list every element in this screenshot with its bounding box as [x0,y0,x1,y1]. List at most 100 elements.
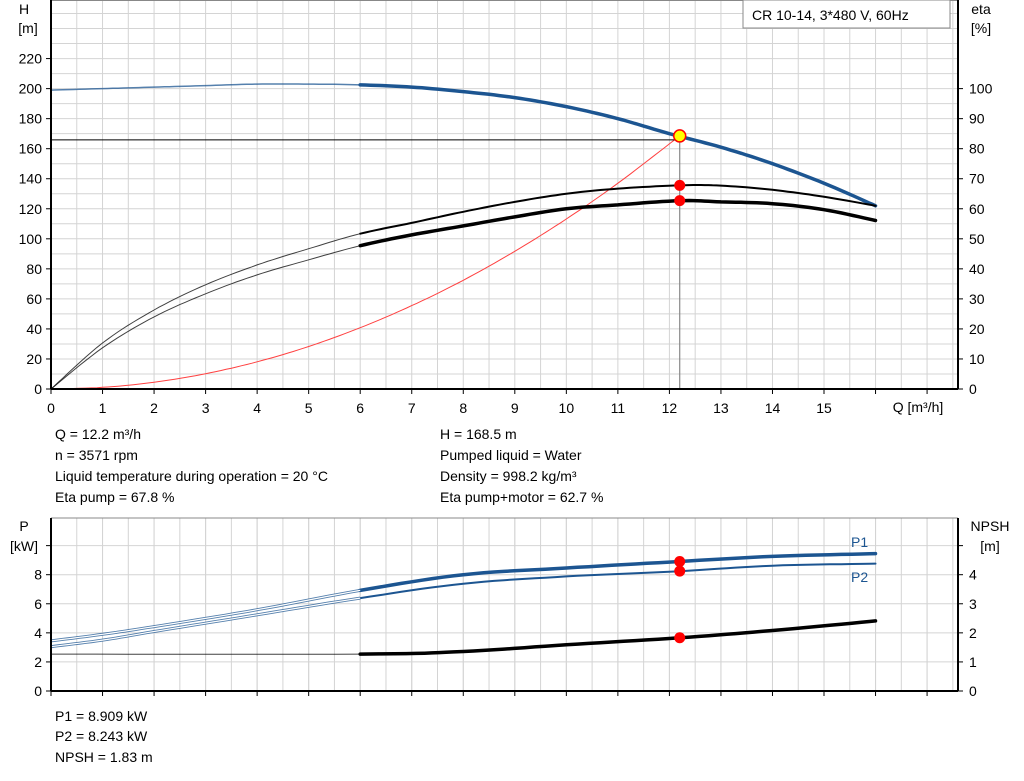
p1-curve [358,551,878,593]
info-flow: Q = 12.2 m³/h [55,426,141,442]
left-tick-label: 6 [34,596,42,612]
p1-series-label: P1 [851,534,868,550]
left-tick-label: 40 [26,321,42,337]
info-top-left: Q = 12.2 m³/h n = 3571 rpm Liquid temper… [55,426,328,505]
left-tick-label: 120 [19,201,43,217]
right-tick-label: 2 [969,625,977,641]
npsh-duty-marker [674,632,686,644]
x-tick-label: 7 [408,400,416,416]
left-tick-label: 8 [34,567,42,583]
p-axis-unit: [kW] [10,538,38,554]
left-tick-label: 0 [34,381,42,397]
right-tick-label: 10 [969,351,985,367]
x-tick-label: 1 [99,400,107,416]
x-tick-label: 11 [611,400,626,416]
left-tick-label: 200 [19,81,43,97]
eta-pump-motor-duty-marker [674,195,686,207]
p1-curve-core [50,589,361,642]
right-tick-label: 30 [969,291,985,307]
info-temperature: Liquid temperature during operation = 20… [55,468,328,484]
x-tick-label: 8 [459,400,467,416]
p-axis-label: P [19,518,28,534]
eta-axis-unit: [%] [971,20,991,36]
x-tick-label: 14 [765,400,781,416]
info-speed: n = 3571 rpm [55,447,138,463]
p2-curve [359,562,877,600]
left-tick-label: 0 [34,683,42,699]
eta-axis-label: eta [971,1,991,17]
eta-pump-motor-curve [358,198,878,248]
legend-title: CR 10-14, 3*480 V, 60Hz [752,7,909,23]
p2-curve-core [50,597,361,648]
x-tick-label: 6 [356,400,364,416]
h-axis-label: H [19,1,29,17]
duty-point-marker [672,129,687,143]
eta-pump-curve-extrapolated [50,233,361,390]
info-p2: P2 = 8.243 kW [55,728,148,744]
left-tick-label: 140 [19,171,43,187]
chart-marks [50,83,878,656]
x-tick-label: 5 [305,400,313,416]
right-tick-label: 1 [969,654,977,670]
head-h-curve [358,83,878,208]
info-bottom: P1 = 8.909 kW P2 = 8.243 kW NPSH = 1.83 … [55,708,153,765]
left-tick-label: 100 [19,231,43,247]
eta-pump-curve [359,184,877,235]
left-tick-label: 20 [26,351,42,367]
x-tick-label: 10 [559,400,575,416]
left-tick-label: 180 [19,111,43,127]
info-eta-pump-motor: Eta pump+motor = 62.7 % [440,489,603,505]
right-tick-label: 50 [969,231,985,247]
info-head: H = 168.5 m [440,426,517,442]
info-top-right: H = 168.5 m Pumped liquid = Water Densit… [440,426,603,505]
h-axis-unit: [m] [18,20,37,36]
left-tick-label: 160 [19,141,43,157]
right-tick-label: 4 [969,567,977,583]
p2-series-label: P2 [851,569,868,585]
eta-pump-motor-curve-extrapolated [50,245,361,390]
x-tick-label: 12 [662,400,678,416]
left-tick-label: 4 [34,625,42,641]
x-tick-label: 13 [713,400,729,416]
npsh-axis-unit: [m] [980,538,999,554]
p1-duty-marker [674,555,686,567]
info-eta-pump: Eta pump = 67.8 % [55,489,174,505]
info-density: Density = 998.2 kg/m³ [440,468,577,484]
right-tick-label: 3 [969,596,977,612]
right-tick-label: 20 [969,321,985,337]
x-tick-label: 9 [511,400,519,416]
info-p1: P1 = 8.909 kW [55,708,148,724]
npsh-curve [358,619,878,656]
axes: 0204060801001201401601802002200102030405… [19,0,993,699]
left-tick-label: 80 [26,261,42,277]
right-tick-label: 90 [969,111,985,127]
right-tick-label: 100 [969,81,993,97]
system-curve [50,135,681,390]
x-tick-label: 15 [816,400,832,416]
legend-box: CR 10-14, 3*480 V, 60Hz [742,0,951,29]
q-axis-label: Q [m³/h] [893,399,944,415]
top-grid [51,0,958,389]
x-tick-label: 4 [253,400,261,416]
npsh-axis-label: NPSH [971,518,1010,534]
right-tick-label: 0 [969,381,977,397]
bottom-grid [51,517,958,691]
eta-pump-duty-marker [674,179,686,191]
right-tick-label: 0 [969,683,977,699]
right-tick-label: 40 [969,261,985,277]
info-liquid: Pumped liquid = Water [440,447,582,463]
plot-area [51,518,958,691]
left-tick-label: 2 [34,654,42,670]
left-tick-label: 220 [19,51,43,67]
x-tick-label: 0 [47,400,55,416]
right-tick-label: 60 [969,201,985,217]
head-h-curve-extrapolated [50,83,361,91]
x-tick-label: 3 [202,400,210,416]
right-tick-label: 80 [969,141,985,157]
right-tick-label: 70 [969,171,985,187]
left-tick-label: 60 [26,291,42,307]
p2-duty-marker [674,565,686,577]
info-npsh: NPSH = 1.83 m [55,749,153,765]
x-tick-label: 2 [150,400,158,416]
